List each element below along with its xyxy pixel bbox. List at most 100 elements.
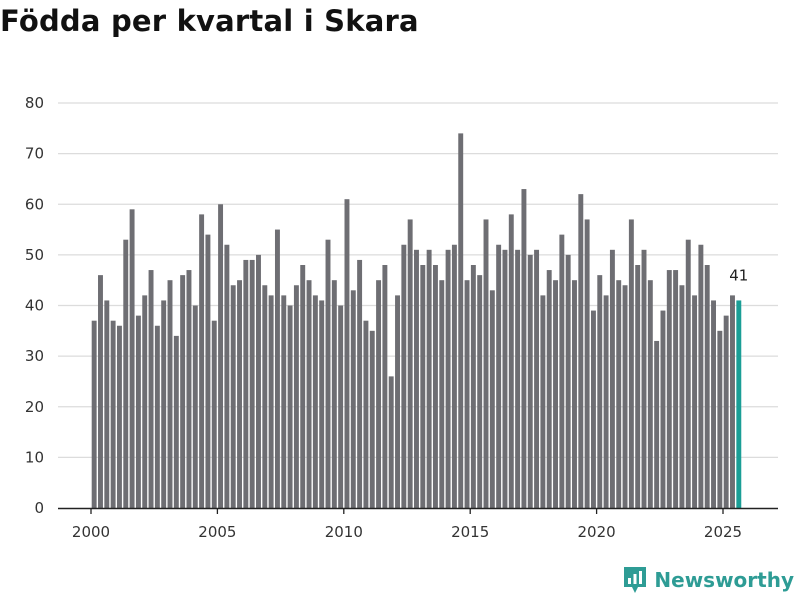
bar xyxy=(647,280,653,508)
x-tick-label: 2015 xyxy=(451,523,489,541)
x-tick-label: 2010 xyxy=(325,523,363,541)
bar xyxy=(477,275,483,509)
bar xyxy=(98,275,103,509)
bar xyxy=(534,249,540,508)
bars xyxy=(91,133,742,509)
brand-name: Newsworthy xyxy=(654,568,794,592)
bar xyxy=(439,280,445,508)
bar xyxy=(116,325,122,508)
x-tick-label: 2005 xyxy=(198,523,236,541)
bar xyxy=(723,315,729,509)
bar xyxy=(274,229,280,508)
bar xyxy=(154,325,160,508)
y-tick-label: 0 xyxy=(34,499,44,517)
bar xyxy=(142,295,148,509)
bar xyxy=(129,209,135,508)
bar xyxy=(268,295,274,509)
bar xyxy=(445,249,451,508)
bar xyxy=(350,290,356,508)
bar xyxy=(287,305,293,508)
newsworthy-icon xyxy=(624,567,647,593)
bar xyxy=(388,376,394,509)
bar xyxy=(319,300,325,508)
bar-latest xyxy=(736,300,742,508)
bar xyxy=(104,300,110,508)
y-tick-label: 10 xyxy=(25,448,44,466)
bar xyxy=(414,249,419,508)
bar xyxy=(540,295,546,509)
bar xyxy=(224,244,230,508)
bar xyxy=(609,249,615,508)
x-tick-label: 2000 xyxy=(72,523,110,541)
bar xyxy=(483,219,489,508)
bar xyxy=(553,280,558,508)
bar xyxy=(432,265,438,508)
y-tick-label: 70 xyxy=(25,145,44,163)
bar xyxy=(590,310,596,508)
bar xyxy=(451,244,457,508)
data-labels: 41 xyxy=(729,266,748,284)
bar xyxy=(635,265,641,508)
bar xyxy=(237,280,242,508)
chart-title: Födda per kvartal i Skara xyxy=(0,4,419,38)
bar xyxy=(161,300,167,508)
bar xyxy=(218,204,224,508)
y-tick-label: 20 xyxy=(25,398,44,416)
bar xyxy=(186,270,192,508)
bar xyxy=(698,244,704,508)
bar xyxy=(616,280,622,508)
y-tick-label: 40 xyxy=(25,297,44,315)
bar xyxy=(167,280,173,508)
bar xyxy=(211,320,217,508)
bar xyxy=(559,234,565,509)
bar xyxy=(515,249,521,508)
bar xyxy=(344,199,350,508)
bar xyxy=(192,305,198,508)
bar xyxy=(331,280,337,508)
bar xyxy=(685,239,691,508)
bar xyxy=(180,275,186,509)
bar xyxy=(692,295,698,509)
bar xyxy=(508,214,514,509)
bar xyxy=(262,285,268,508)
latest-value-label: 41 xyxy=(729,266,748,284)
bar xyxy=(470,265,476,508)
bar xyxy=(458,133,464,509)
y-axis: 0 10 20 30 40 50 60 70 80 xyxy=(25,94,44,517)
bar xyxy=(711,300,716,508)
bar xyxy=(704,265,710,508)
x-axis: 2000 2005 2010 2015 2020 2025 xyxy=(58,507,778,541)
bar xyxy=(243,259,249,508)
y-tick-label: 60 xyxy=(25,195,44,213)
bar xyxy=(135,315,141,509)
bar xyxy=(489,290,495,508)
y-tick-label: 30 xyxy=(25,347,44,365)
bar xyxy=(426,249,432,508)
bar xyxy=(230,285,236,508)
bar xyxy=(527,254,533,509)
y-tick-label: 80 xyxy=(25,94,44,112)
bar xyxy=(572,280,577,508)
bar xyxy=(306,280,312,508)
bar xyxy=(521,189,527,508)
bar xyxy=(123,239,129,508)
bar xyxy=(622,285,628,508)
bar xyxy=(641,249,647,508)
bar xyxy=(363,320,369,508)
bar xyxy=(293,285,299,508)
bar xyxy=(546,270,552,508)
bar xyxy=(256,254,261,509)
bar xyxy=(673,270,679,508)
bar xyxy=(603,295,609,509)
bar xyxy=(382,265,388,508)
bar xyxy=(338,305,344,508)
bar xyxy=(199,214,205,509)
newsworthy-logo: Newsworthy xyxy=(622,565,794,595)
bar xyxy=(376,280,382,508)
bar xyxy=(565,254,571,509)
bar xyxy=(730,295,735,509)
y-tick-label: 50 xyxy=(25,246,44,264)
bar xyxy=(717,330,723,508)
bar xyxy=(395,295,400,509)
